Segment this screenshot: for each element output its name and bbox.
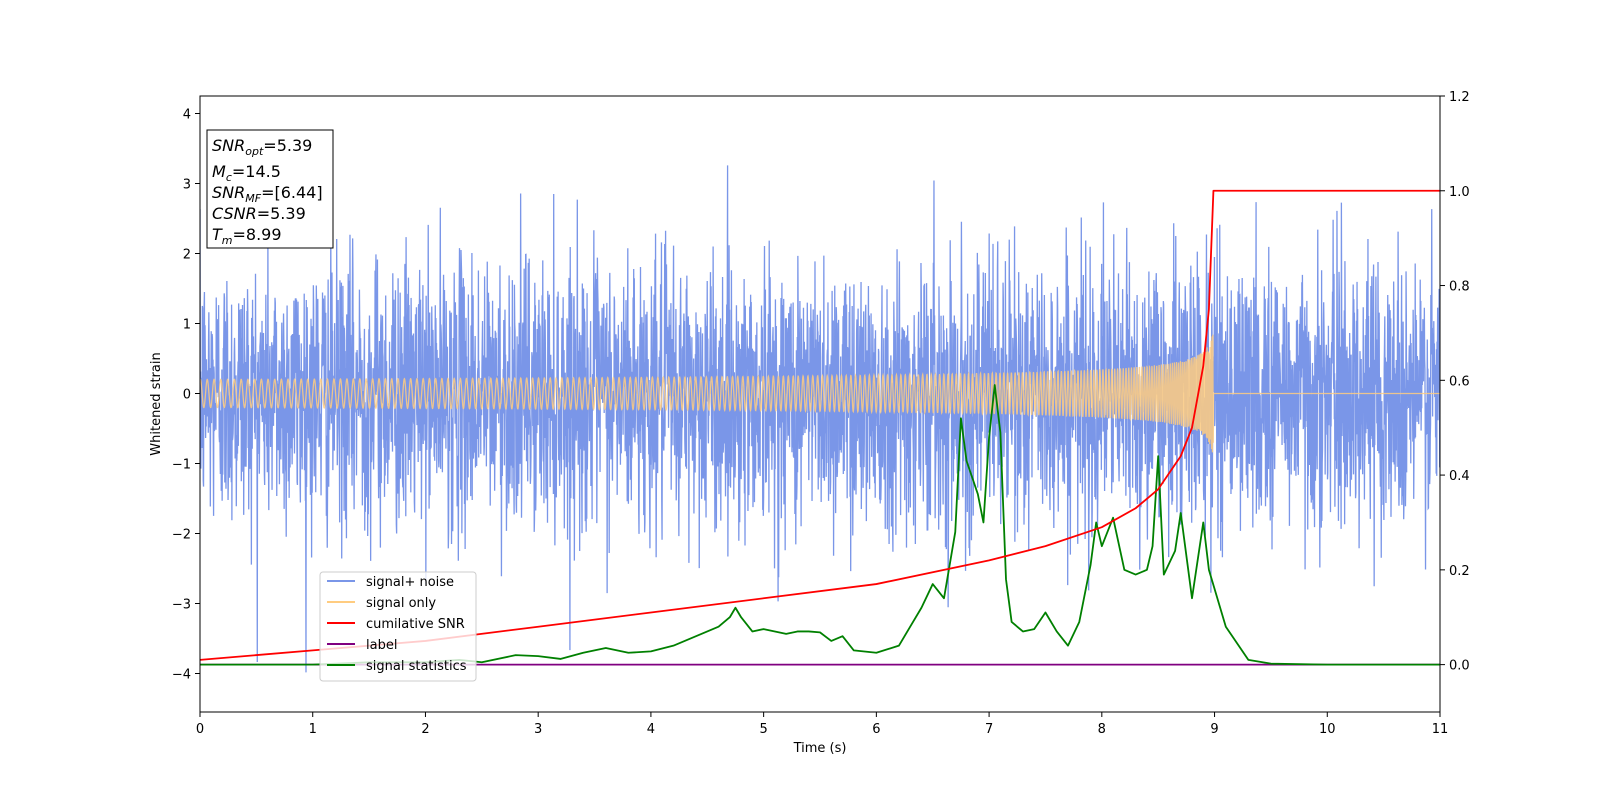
- y-axis-left: −4 −3 −2 −1 0 1 2 3 4: [172, 108, 200, 683]
- y-left-tick-label: −1: [172, 458, 191, 473]
- annotation-line: Mc=14.5: [212, 162, 281, 184]
- y-left-tick-label: 3: [183, 178, 191, 193]
- y-left-tick-label: 1: [183, 318, 191, 333]
- x-axis-label: Time (s): [793, 741, 847, 756]
- y-right-tick-label: 0.4: [1449, 469, 1470, 484]
- annotation-line: Tm=8.99: [212, 225, 282, 247]
- legend-item-label: label: [327, 638, 397, 653]
- legend-label: cumilative SNR: [366, 617, 465, 632]
- annotation-line: SNRopt=5.39: [212, 136, 312, 158]
- x-tick-label: 0: [196, 722, 204, 737]
- y-axis-right: 0.0 0.2 0.4 0.6 0.8 1.0 1.2: [1440, 90, 1470, 674]
- legend-label: signal statistics: [366, 659, 467, 674]
- y-right-tick-label: 1.2: [1449, 90, 1470, 105]
- annotation-line: CSNR=5.39: [212, 204, 306, 223]
- x-tick-label: 1: [309, 722, 317, 737]
- y-right-tick-label: 0.6: [1449, 374, 1470, 389]
- x-tick-label: 5: [759, 722, 767, 737]
- series-cumulative-snr: [200, 189, 1440, 661]
- y-right-tick-label: 1.0: [1449, 185, 1470, 200]
- legend-item-cumulative-snr: cumilative SNR: [327, 617, 465, 632]
- legend-label: signal only: [366, 596, 436, 611]
- x-tick-label: 9: [1210, 722, 1218, 737]
- x-tick-label: 3: [534, 722, 542, 737]
- x-tick-label: 8: [1098, 722, 1106, 737]
- y-right-tick-label: 0.0: [1449, 659, 1470, 674]
- y-right-tick-label: 0.8: [1449, 280, 1470, 295]
- legend-item-signal-only: signal only: [327, 596, 436, 611]
- legend-item-signal-statistics: signal statistics: [327, 659, 467, 674]
- y-axis-label: Whitened strain: [149, 352, 164, 455]
- annotation-line: SNRMF=[6.44]: [212, 183, 323, 205]
- x-tick-label: 7: [985, 722, 993, 737]
- y-left-tick-label: −2: [172, 528, 191, 543]
- series-signal-only: [200, 334, 1440, 453]
- x-tick-label: 6: [872, 722, 880, 737]
- legend-item-signal-noise: signal+ noise: [327, 575, 454, 590]
- legend-label: label: [366, 638, 397, 653]
- legend: signal+ noise signal only cumilative SNR la…: [319, 571, 477, 682]
- y-right-tick-label: 0.2: [1449, 564, 1470, 579]
- x-tick-label: 2: [421, 722, 429, 737]
- y-left-tick-label: −3: [172, 598, 191, 613]
- x-tick-label: 10: [1319, 722, 1336, 737]
- legend-frame: [319, 571, 477, 682]
- x-tick-label: 11: [1432, 722, 1449, 737]
- x-tick-label: 4: [647, 722, 655, 737]
- annotation-frame: [206, 129, 334, 249]
- y-left-tick-label: −4: [172, 668, 191, 683]
- series-signal-statistics: [200, 384, 1440, 666]
- series-signal-noise: [200, 165, 1440, 673]
- y-left-tick-label: 0: [183, 388, 191, 403]
- legend-label: signal+ noise: [366, 575, 454, 590]
- y-left-tick-label: 4: [183, 108, 191, 123]
- x-axis: 0 1 2 3 4 5 6 7 8 9 10 11: [196, 712, 1448, 737]
- y-left-tick-label: 2: [183, 248, 191, 263]
- plot-frame: [199, 95, 1441, 713]
